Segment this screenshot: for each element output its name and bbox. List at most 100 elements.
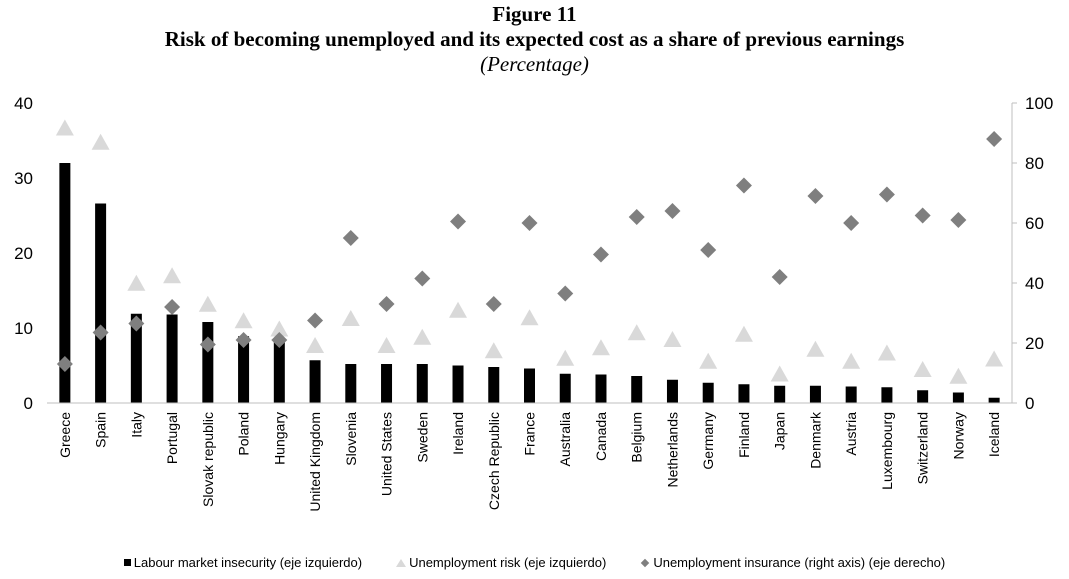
bar-labour-market-insecurity [381,364,393,403]
x-axis-category-label: United Kingdom [307,412,323,512]
x-axis-category-label: Netherlands [664,412,680,488]
x-axis-category-label: Luxembourg [879,412,895,490]
right-axis-tick-label: 0 [1025,394,1034,413]
x-axis-category-label: Australia [557,412,573,467]
point-unemployment-risk [877,344,896,361]
point-unemployment-risk [234,312,253,329]
bar-labour-market-insecurity [166,314,178,403]
point-unemployment-risk [377,337,396,353]
right-axis-tick-label: 40 [1025,274,1044,293]
bar-labour-market-insecurity [95,203,107,403]
bar-labour-market-insecurity [774,385,786,403]
point-unemployment-insurance [56,356,73,372]
point-unemployment-insurance [164,299,181,315]
bar-labour-market-insecurity [452,365,464,403]
point-unemployment-risk [198,295,217,312]
x-axis-category-label: Hungary [271,412,287,465]
x-axis-category-label: Germany [700,412,716,470]
point-unemployment-risk [591,339,610,356]
point-unemployment-insurance [771,269,788,285]
bar-labour-market-insecurity [559,373,571,403]
left-axis-tick-label: 0 [24,394,33,413]
bar-labour-market-insecurity [845,386,857,403]
point-unemployment-insurance [735,177,752,194]
left-axis-tick-label: 30 [14,169,33,188]
point-unemployment-risk [985,350,1004,367]
chart-title: Risk of becoming unemployed and its expe… [164,27,905,51]
x-axis-category-label: Portugal [164,412,180,464]
chart-canvas: 0 10 20 30 40 0 20 40 60 80 100 Greece Spain Italy Por… [14,94,1053,512]
point-unemployment-risk [341,310,360,326]
point-unemployment-risk [91,133,110,150]
x-axis-category-label: Switzerland [915,412,931,484]
x-axis-category-label: Iceland [986,412,1002,457]
x-axis-category-label: Finland [736,412,752,458]
point-unemployment-insurance [128,315,145,332]
point-unemployment-insurance [664,203,681,219]
point-unemployment-insurance [807,188,824,204]
left-axis-tick-label: 40 [14,94,33,113]
x-axis-category-label: Poland [236,412,252,456]
point-unemployment-risk [163,267,182,284]
point-unemployment-risk [663,331,682,347]
x-axis-category-label: Japan [772,412,788,450]
point-unemployment-risk [270,320,289,337]
point-unemployment-insurance [414,270,431,287]
bar-labour-market-insecurity [309,360,321,403]
bar-labour-market-insecurity [273,340,285,403]
point-unemployment-risk [127,274,146,291]
bar-labour-market-insecurity [416,364,428,403]
legend-label-unemployment-risk: Unemployment risk (eje izquierdo) [409,555,607,570]
left-axis-tick-label: 20 [14,244,33,263]
point-unemployment-risk [627,324,646,341]
point-unemployment-risk [306,337,325,353]
point-unemployment-risk [55,119,74,136]
x-axis-category-label: Slovenia [343,412,359,466]
bar-labour-market-insecurity [345,364,357,403]
point-unemployment-insurance [557,285,574,302]
point-unemployment-insurance [700,242,717,258]
point-unemployment-risk [556,349,575,366]
x-axis-category-label: Czech Republic [486,412,502,510]
bar-labour-market-insecurity [238,336,250,403]
legend-label-labour-market-insecurity: Labour market insecurity (eje izquierdo) [133,555,363,570]
point-unemployment-risk [913,361,932,377]
point-unemployment-risk [806,340,825,357]
point-unemployment-insurance [199,336,216,353]
x-axis-category-label: France [522,412,538,456]
point-unemployment-insurance [592,246,609,263]
point-unemployment-insurance [485,296,502,312]
x-axis-category-label: Slovak republic [200,412,216,507]
right-axis-tick-label: 60 [1025,214,1044,233]
bar-labour-market-insecurity [738,384,750,403]
x-axis-category-label: Sweden [414,412,430,463]
legend-bar-swatch-icon [123,559,131,566]
point-unemployment-insurance [342,230,359,246]
bar-labour-market-insecurity [202,322,214,403]
bar-labour-market-insecurity [702,382,714,403]
x-axis-category-label: United States [379,412,395,496]
point-unemployment-risk [949,367,968,384]
point-unemployment-risk [520,309,539,326]
bar-labour-market-insecurity [524,368,535,403]
x-axis-category-label: Denmark [807,411,823,469]
point-unemployment-insurance [378,296,395,312]
point-unemployment-risk [484,342,503,359]
x-axis-category-label: Ireland [450,412,466,455]
chart-titles: Figure 11 Risk of becoming unemployed an… [0,2,1069,77]
legend-label-unemployment-insurance: Unemployment insurance (right axis) (eje… [653,555,946,570]
figure-label: Figure 11 [492,2,577,26]
bar-labour-market-insecurity [488,367,500,403]
legend-item-unemployment-insurance: Unemployment insurance (right axis) (eje… [640,555,945,570]
point-unemployment-risk [699,352,718,369]
legend-diamond-swatch-icon [641,558,650,567]
bar-labour-market-insecurity [809,385,821,403]
point-unemployment-insurance [235,332,252,348]
point-unemployment-risk [842,352,861,369]
right-axis-tick-label: 100 [1025,94,1053,113]
point-unemployment-insurance [521,215,538,231]
point-unemployment-insurance [271,332,288,348]
point-unemployment-insurance [950,212,967,228]
point-unemployment-insurance [628,209,645,225]
point-unemployment-risk [449,301,468,318]
